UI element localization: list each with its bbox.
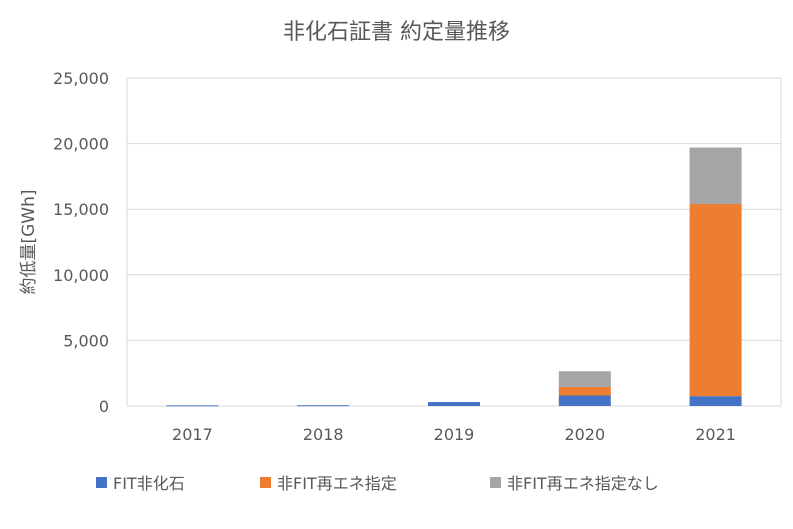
bar-2020-series-0	[558, 395, 611, 406]
legend-item-fit: FIT非化石	[96, 470, 185, 494]
legend-swatch-nonfit-undesignated	[490, 476, 501, 488]
y-axis-label: 約低量[GWh]	[19, 189, 39, 294]
legend-item-nonfit-undesignated: 非FIT再エネ指定なし	[490, 470, 659, 494]
chart-legend: FIT非化石 非FIT再エネ指定 非FIT再エネ指定なし	[0, 470, 793, 494]
x-tick-label: 2017	[172, 425, 213, 444]
bar-2020-series-1	[558, 386, 611, 396]
bar-2017-series-0	[166, 405, 219, 407]
y-tick-label: 0	[99, 397, 109, 416]
y-tick-label: 20,000	[53, 135, 109, 154]
plot-area-border	[126, 77, 782, 407]
x-tick-label: 2021	[695, 425, 736, 444]
bar-2021-series-0	[689, 396, 742, 406]
bar-2021-series-1	[689, 203, 742, 397]
x-tick-label: 2020	[564, 425, 605, 444]
x-tick-label: 2019	[434, 425, 475, 444]
y-tick-label: 15,000	[53, 200, 109, 219]
chart-title: 非化石証書 約定量推移	[283, 20, 510, 45]
bar-2018-series-0	[297, 405, 350, 407]
bar-2020-series-2	[558, 371, 611, 387]
legend-item-nonfit-designated: 非FIT再エネ指定	[260, 470, 397, 494]
legend-swatch-fit	[96, 476, 107, 488]
y-tick-label: 10,000	[53, 266, 109, 285]
bar-2019-series-0	[428, 402, 480, 406]
legend-label-nonfit-undesignated: 非FIT再エネ指定なし	[507, 474, 659, 493]
y-tick-label: 25,000	[53, 69, 109, 88]
y-tick-label: 5,000	[63, 331, 109, 350]
legend-label-nonfit-designated: 非FIT再エネ指定	[277, 474, 397, 493]
legend-swatch-nonfit-designated	[260, 476, 271, 488]
legend-label-fit: FIT非化石	[113, 474, 185, 493]
bar-2021-series-2	[689, 147, 742, 204]
x-tick-label: 2018	[303, 425, 344, 444]
